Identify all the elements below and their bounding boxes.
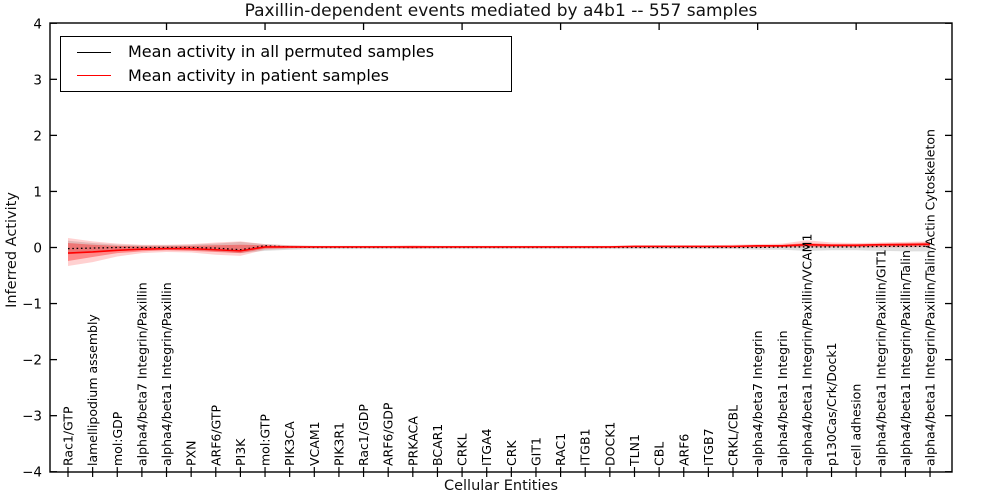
x-tick-label: p130Cas/Crk/Dock1 (824, 342, 839, 466)
x-tick-label: alpha4/beta1 Integrin/Paxillin/VCAM1 (799, 234, 814, 466)
x-tick-label: Rac1/GTP (61, 406, 76, 466)
x-tick-label: RAC1 (553, 433, 568, 466)
x-tick-label: alpha4/beta1 Integrin/Paxillin/Talin/Act… (923, 129, 938, 466)
x-tick-label: cell adhesion (849, 384, 864, 466)
x-tick-label: alpha4/beta1 Integrin/Paxillin (159, 282, 174, 466)
y-tick-label: 3 (33, 72, 42, 88)
x-tick-label: ITGB7 (701, 428, 716, 466)
series-line-1 (67, 243, 931, 254)
x-tick-label: CRKL (455, 433, 470, 466)
x-tick-label: alpha4/beta1 Integrin (775, 330, 790, 466)
legend: Mean activity in all permuted samples Me… (60, 36, 512, 92)
chart-title: Paxillin-dependent events mediated by a4… (244, 1, 758, 21)
x-tick-label: mol:GDP (110, 411, 125, 466)
x-tick-label: ARF6/GTP (208, 405, 223, 466)
x-tick-label: ARF6/GDP (381, 402, 396, 466)
legend-line-patient-icon (77, 75, 111, 77)
x-tick-label: TLN1 (627, 434, 642, 467)
x-tick-label: PIK3CA (282, 421, 297, 466)
x-tick-label: CBL (652, 442, 667, 466)
x-tick-label: Rac1/GDP (356, 404, 371, 466)
x-tick-label: DOCK1 (602, 422, 617, 466)
x-axis-label: Cellular Entities (443, 478, 559, 494)
legend-line-permuted-icon (77, 51, 111, 53)
x-tick-label: alpha4/beta1 Integrin/Paxillin/GIT1 (873, 249, 888, 466)
x-tick-label: alpha4/beta7 Integrin/Paxillin (134, 282, 149, 466)
x-tick-label: alpha4/beta1 Integrin/Paxillin/Talin (898, 250, 913, 466)
legend-label-patient: Mean activity in patient samples (128, 65, 389, 85)
legend-item-patient: Mean activity in patient samples (61, 65, 511, 85)
x-tick-label: alpha4/beta7 Integrin (750, 330, 765, 466)
x-tick-label: ARF6 (676, 434, 691, 466)
x-tick-label: VCAM1 (307, 421, 322, 466)
x-tick-label: BCAR1 (430, 424, 445, 466)
band-patient-range-outer (68, 237, 931, 266)
x-tick-label: lamellipodium assembly (85, 314, 100, 466)
x-tick-label: GIT1 (528, 437, 543, 466)
legend-label-permuted: Mean activity in all permuted samples (128, 42, 435, 62)
y-tick-label: 0 (33, 241, 42, 257)
x-tick-label: PXN (184, 441, 199, 466)
x-tick-label: ITGA4 (479, 428, 494, 466)
legend-item-permuted: Mean activity in all permuted samples (61, 44, 511, 60)
y-tick-label: 1 (33, 184, 42, 200)
x-tick-label: PRKACA (405, 416, 420, 466)
y-tick-label: −1 (22, 297, 42, 313)
x-tick-label: mol:GTP (258, 414, 273, 466)
x-tick-label: CRK (504, 440, 519, 466)
y-tick-label: −4 (22, 465, 42, 481)
y-tick-label: 2 (33, 128, 42, 144)
x-tick-label: ITGB1 (578, 428, 593, 466)
x-tick-label: PIK3R1 (331, 422, 346, 466)
y-tick-label: −2 (22, 353, 42, 369)
y-tick-label: −3 (22, 409, 42, 425)
x-tick-label: PI3K (233, 438, 248, 466)
x-tick-label: CRKL/CBL (726, 405, 741, 466)
y-tick-label: 4 (33, 16, 42, 32)
